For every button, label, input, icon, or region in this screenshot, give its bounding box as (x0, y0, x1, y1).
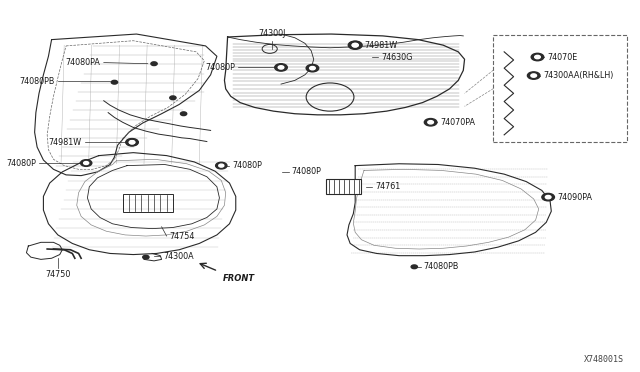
Bar (326, 179, 362, 194)
Circle shape (353, 44, 358, 47)
Text: 74754: 74754 (170, 231, 195, 241)
Text: 74090PA: 74090PA (557, 193, 593, 202)
Circle shape (125, 138, 138, 146)
Text: 74080P: 74080P (232, 161, 262, 170)
Circle shape (534, 55, 540, 59)
Circle shape (531, 53, 544, 61)
Circle shape (151, 62, 157, 65)
Circle shape (111, 80, 118, 84)
Circle shape (170, 96, 176, 100)
Text: 74300A: 74300A (163, 252, 194, 261)
Circle shape (81, 160, 92, 166)
Circle shape (348, 41, 362, 49)
Text: 74080P: 74080P (205, 63, 235, 72)
Circle shape (143, 255, 149, 259)
Circle shape (84, 161, 89, 164)
Text: 74080PB: 74080PB (19, 77, 55, 86)
Bar (493, 35, 627, 142)
Text: 74300AA(RH&LH): 74300AA(RH&LH) (543, 71, 614, 80)
Text: 74080PA: 74080PA (66, 58, 100, 67)
Circle shape (424, 119, 437, 126)
Circle shape (129, 141, 135, 144)
Text: 74080P: 74080P (292, 167, 321, 176)
Circle shape (352, 43, 358, 47)
Text: X748001S: X748001S (584, 355, 623, 364)
Circle shape (310, 67, 316, 70)
Text: 74070PA: 74070PA (440, 118, 475, 127)
Circle shape (411, 265, 417, 269)
Text: 74070E: 74070E (547, 52, 577, 61)
Text: 74300J: 74300J (258, 29, 285, 38)
Circle shape (180, 112, 187, 116)
Text: 74761: 74761 (375, 182, 401, 191)
Circle shape (545, 195, 551, 199)
Text: 74981W: 74981W (49, 138, 82, 147)
Text: 74630G: 74630G (381, 52, 413, 61)
Circle shape (349, 41, 362, 49)
Circle shape (275, 64, 287, 71)
Circle shape (126, 139, 138, 145)
Circle shape (216, 162, 227, 169)
Circle shape (129, 141, 134, 144)
Circle shape (527, 72, 540, 79)
Text: 74080P: 74080P (6, 158, 36, 167)
Text: 74080PB: 74080PB (424, 262, 459, 271)
Circle shape (531, 74, 536, 77)
Circle shape (428, 121, 433, 124)
Circle shape (278, 66, 284, 69)
Circle shape (542, 193, 554, 201)
Circle shape (306, 64, 319, 72)
Text: 74750: 74750 (45, 270, 70, 279)
Circle shape (219, 164, 224, 167)
Text: 74981W: 74981W (365, 41, 397, 50)
Bar (123, 194, 173, 212)
Text: FRONT: FRONT (223, 274, 255, 283)
